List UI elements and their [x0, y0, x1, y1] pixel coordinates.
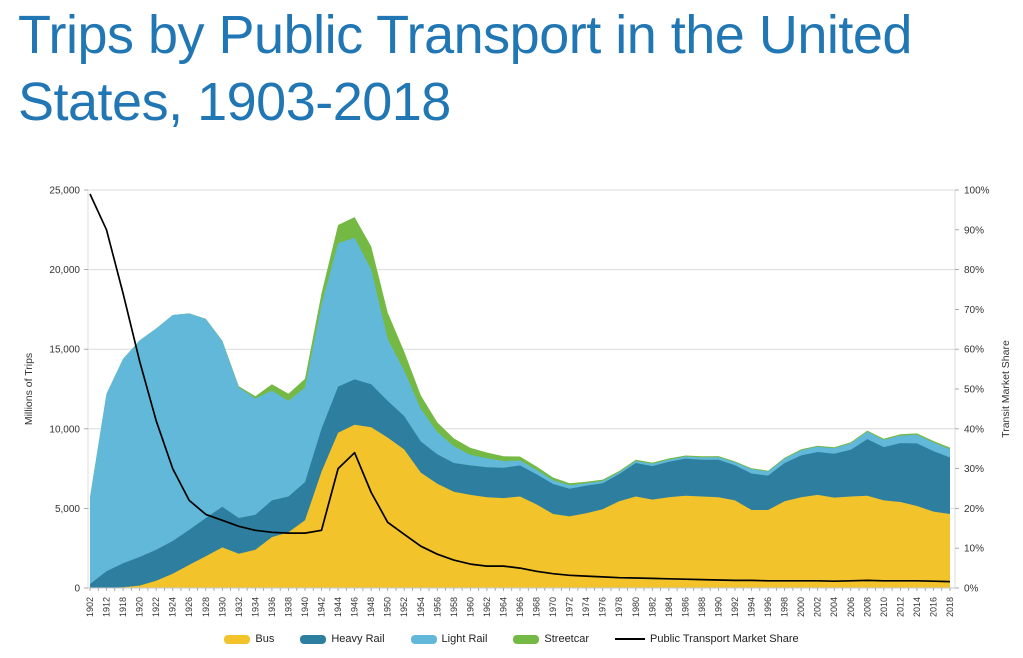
- y-left-tick-label: 20,000: [49, 265, 80, 276]
- x-tick-label: 1902: [85, 597, 95, 617]
- legend-item-public-transport-market-share: Public Transport Market Share: [615, 633, 799, 645]
- area-bus: [90, 424, 950, 588]
- x-tick-label: 1992: [730, 597, 740, 617]
- x-tick-label: 1944: [333, 597, 343, 617]
- market-share-line: [89, 193, 951, 583]
- left-axis-title: Millions of Trips: [23, 353, 35, 425]
- x-tick-label: 1936: [267, 597, 277, 617]
- y-right-tick-label: 90%: [964, 225, 984, 236]
- x-tick-label: 1982: [647, 597, 657, 617]
- y-left-tick-label: 15,000: [49, 345, 80, 356]
- y-right-tick-label: 0%: [964, 584, 979, 595]
- x-tick-label: 1976: [598, 597, 608, 617]
- x-tick-label: 1958: [449, 597, 459, 617]
- y-right-tick-label: 10%: [964, 544, 984, 555]
- x-tick-label: 1996: [763, 597, 773, 617]
- y-right-tick-label: 30%: [964, 464, 984, 475]
- page-title: Trips by Public Transport in the United …: [18, 2, 998, 136]
- legend-swatch: [615, 638, 646, 640]
- x-tick-label: 1968: [532, 597, 542, 617]
- y-right-tick-label: 20%: [964, 504, 984, 515]
- x-tick-label: 1926: [184, 597, 194, 617]
- legend-swatch: [410, 634, 437, 644]
- right-axis-title: Transit Market Share: [1000, 340, 1012, 438]
- x-tick-label: 2018: [945, 597, 955, 617]
- x-tick-label: 2008: [862, 597, 872, 617]
- x-tick-label: 2000: [796, 597, 806, 617]
- y-right-tick-label: 40%: [964, 424, 984, 435]
- x-tick-label: 1960: [465, 597, 475, 617]
- x-tick-label: 2012: [895, 597, 905, 617]
- x-tick-label: 2004: [829, 597, 839, 617]
- x-tick-label: 1930: [217, 597, 227, 617]
- y-right-tick-label: 100%: [964, 186, 990, 197]
- legend-swatch: [513, 634, 540, 644]
- legend-swatch: [300, 634, 327, 644]
- y-right-tick-label: 50%: [964, 385, 984, 396]
- x-tick-label: 1912: [102, 597, 112, 617]
- x-tick-label: 1962: [482, 597, 492, 617]
- x-tick-label: 1984: [664, 597, 674, 617]
- x-tick-label: 1924: [168, 597, 178, 617]
- legend-item-light-rail: Light Rail: [410, 633, 488, 645]
- legend-swatch: [224, 634, 251, 644]
- x-tick-label: 1986: [680, 597, 690, 617]
- legend-label: Bus: [255, 633, 275, 645]
- y-left-tick-label: 10,000: [49, 424, 80, 435]
- x-tick-label: 1980: [631, 597, 641, 617]
- x-tick-label: 2016: [928, 597, 938, 617]
- x-tick-label: 2006: [846, 597, 856, 617]
- x-tick-label: 1920: [135, 597, 145, 617]
- x-tick-label: 2010: [879, 597, 889, 617]
- chart-legend: Bus Heavy Rail Light Rail Streetcar Public T…: [0, 626, 1023, 652]
- x-tick-label: 1922: [151, 597, 161, 617]
- y-right-tick-label: 80%: [964, 265, 984, 276]
- legend-item-heavy-rail: Heavy Rail: [300, 633, 385, 645]
- legend-label: Light Rail: [441, 633, 488, 645]
- x-tick-label: 1956: [432, 597, 442, 617]
- legend-item-streetcar: Streetcar: [513, 633, 589, 645]
- x-tick-label: 1948: [366, 597, 376, 617]
- page-title-line1: Trips by Public Transport in the United: [18, 5, 912, 65]
- y-right-tick-label: 60%: [964, 345, 984, 356]
- y-left-tick-label: 25,000: [49, 186, 80, 197]
- x-tick-label: 1970: [548, 597, 558, 617]
- x-tick-label: 1952: [399, 597, 409, 617]
- x-tick-label: 1978: [614, 597, 624, 617]
- x-tick-label: 1998: [780, 597, 790, 617]
- x-tick-label: 1928: [201, 597, 211, 617]
- x-tick-label: 1988: [697, 597, 707, 617]
- x-tick-label: 1994: [747, 597, 757, 617]
- x-tick-label: 1974: [581, 597, 591, 617]
- x-tick-label: 1972: [565, 597, 575, 617]
- y-right-tick-label: 70%: [964, 305, 984, 316]
- legend-label: Streetcar: [544, 633, 590, 645]
- x-tick-label: 2002: [813, 597, 823, 617]
- x-tick-label: 1990: [713, 597, 723, 617]
- x-tick-label: 1938: [283, 597, 293, 617]
- x-tick-label: 2014: [912, 597, 922, 617]
- x-tick-label: 1918: [118, 597, 128, 617]
- x-tick-label: 1946: [350, 597, 360, 617]
- x-tick-label: 1940: [300, 597, 310, 617]
- y-left-tick-label: 5,000: [55, 504, 80, 515]
- x-tick-label: 1950: [383, 597, 393, 617]
- x-tick-label: 1942: [317, 597, 327, 617]
- page-title-line2: States, 1903-2018: [18, 72, 451, 132]
- legend-label: Public Transport Market Share: [650, 633, 799, 645]
- x-tick-label: 1954: [416, 597, 426, 617]
- legend-label: Heavy Rail: [331, 633, 385, 645]
- x-tick-label: 1934: [250, 597, 260, 617]
- legend-item-bus: Bus: [224, 633, 274, 645]
- y-left-tick-label: 0: [74, 584, 80, 595]
- x-tick-label: 1932: [234, 597, 244, 617]
- x-tick-label: 1964: [498, 597, 508, 617]
- x-tick-label: 1966: [515, 597, 525, 617]
